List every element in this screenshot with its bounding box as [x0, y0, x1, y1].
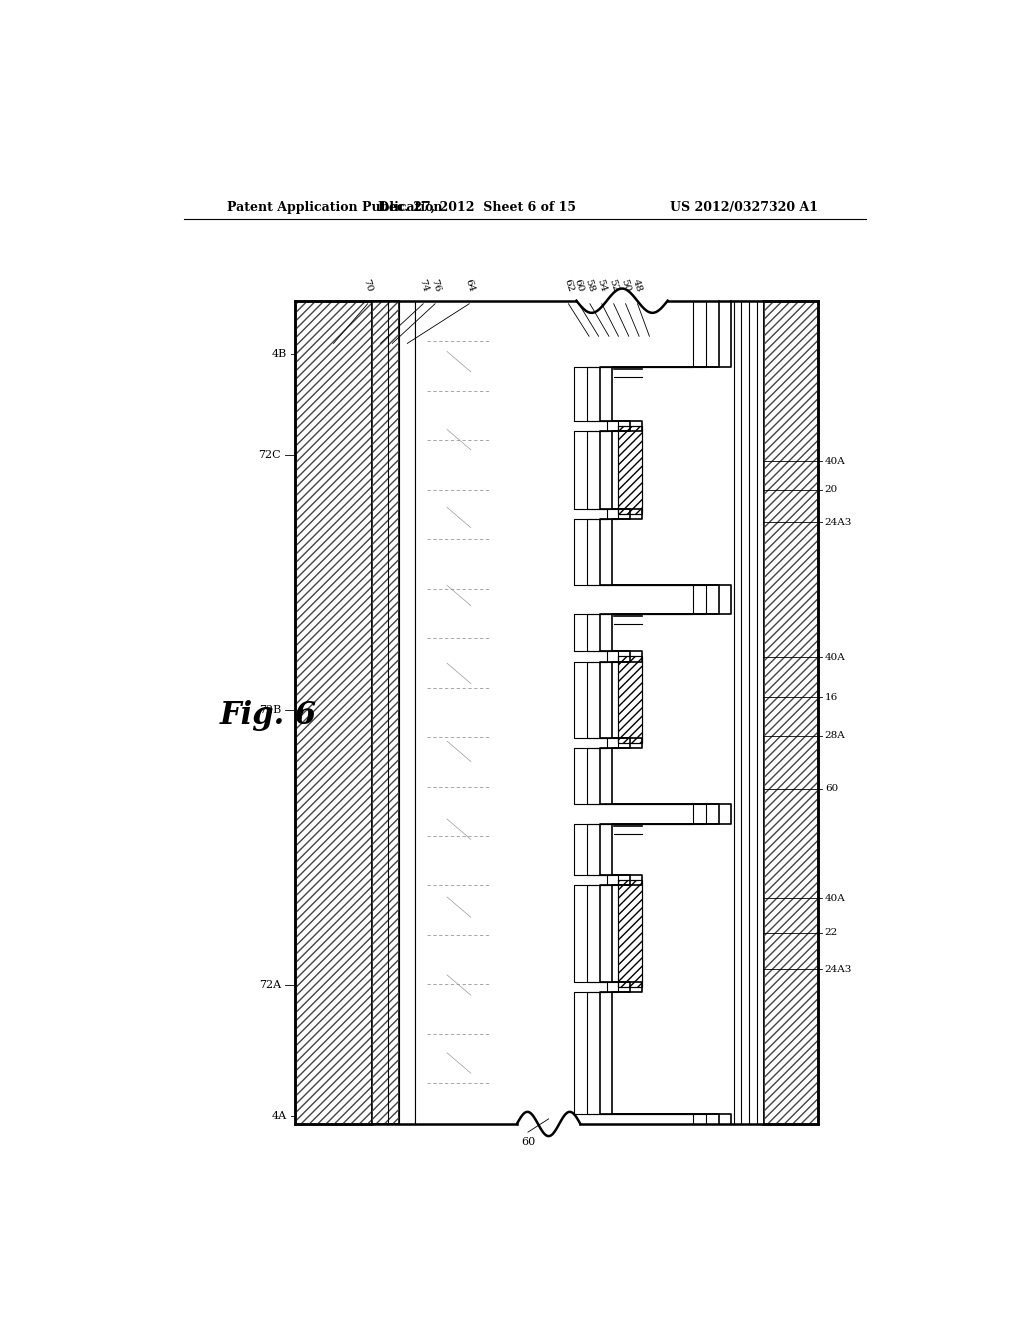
Text: US 2012/0327320 A1: US 2012/0327320 A1 [671, 201, 818, 214]
Text: 72A: 72A [259, 979, 282, 990]
Text: 20: 20 [824, 486, 838, 494]
Text: 24A3: 24A3 [824, 517, 852, 527]
Polygon shape [399, 301, 416, 1123]
Polygon shape [295, 301, 373, 1123]
Text: 60: 60 [521, 1138, 536, 1147]
Polygon shape [373, 301, 399, 1123]
Polygon shape [763, 301, 818, 1123]
Polygon shape [618, 426, 642, 515]
Polygon shape [618, 880, 642, 987]
Text: 60: 60 [824, 784, 838, 793]
Text: 4B: 4B [271, 348, 287, 359]
Text: Patent Application Publication: Patent Application Publication [227, 201, 442, 214]
Text: 40A: 40A [824, 457, 846, 466]
Polygon shape [600, 301, 763, 1123]
Polygon shape [416, 301, 577, 1123]
Text: 40A: 40A [824, 653, 846, 661]
Text: 52: 52 [607, 279, 620, 293]
Text: 54: 54 [595, 279, 608, 293]
Text: 58: 58 [584, 279, 596, 293]
Text: 64: 64 [463, 279, 475, 293]
Text: 4A: 4A [271, 1111, 287, 1121]
Text: Dec. 27, 2012  Sheet 6 of 15: Dec. 27, 2012 Sheet 6 of 15 [378, 201, 577, 214]
Text: 76: 76 [429, 279, 441, 293]
Text: Fig. 6: Fig. 6 [219, 700, 316, 731]
Text: 40A: 40A [824, 894, 846, 903]
Text: 50: 50 [620, 279, 632, 293]
Polygon shape [731, 301, 763, 1123]
Text: 70: 70 [361, 279, 374, 293]
Polygon shape [618, 656, 642, 743]
Text: 24A3: 24A3 [824, 965, 852, 974]
Text: 28A: 28A [824, 731, 846, 741]
Text: 22: 22 [824, 928, 838, 937]
Text: 74: 74 [417, 279, 429, 293]
Text: 62: 62 [562, 279, 574, 293]
Text: 72B: 72B [259, 705, 282, 715]
Text: 16: 16 [824, 693, 838, 702]
Polygon shape [612, 301, 763, 1123]
Text: 72C: 72C [258, 450, 282, 461]
Text: 60: 60 [572, 279, 585, 293]
Text: 48: 48 [631, 279, 644, 293]
